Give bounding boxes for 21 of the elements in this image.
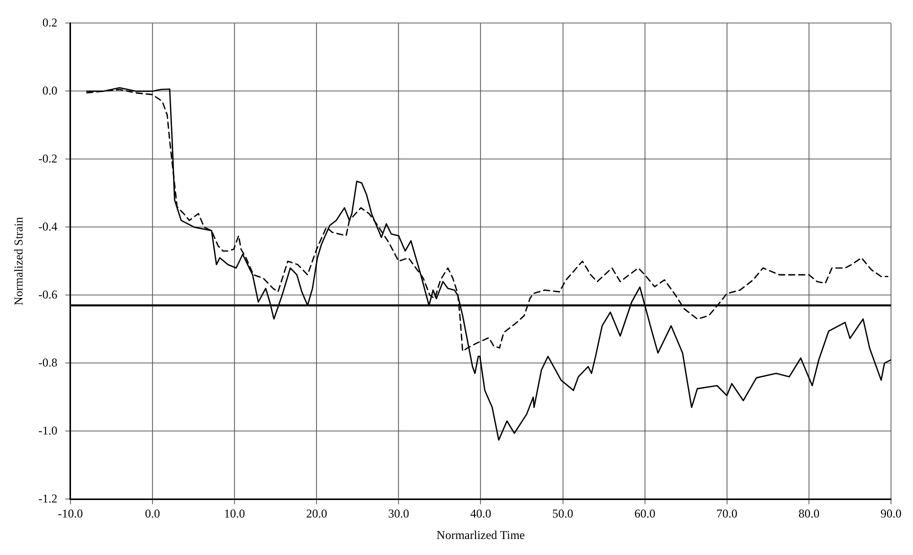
- x-tick-label: 50.0: [552, 506, 574, 521]
- x-tick-label: 90.0: [880, 506, 902, 521]
- y-tick-label: -0.6: [38, 287, 58, 302]
- y-tick-label: -1.2: [38, 491, 58, 506]
- x-tick-label: 30.0: [388, 506, 410, 521]
- x-tick-label: 0.0: [144, 506, 160, 521]
- x-tick-label: -10.0: [58, 506, 83, 521]
- x-tick-label: 60.0: [634, 506, 656, 521]
- x-tick-label: 80.0: [798, 506, 820, 521]
- x-tick-label: 10.0: [224, 506, 246, 521]
- x-axis-title: Normarlized Time: [436, 528, 525, 542]
- y-axis-title: Normalized Strain: [11, 217, 26, 306]
- y-tick-label: -0.4: [38, 219, 58, 234]
- y-tick-label: -1.0: [38, 423, 58, 438]
- x-tick-label: 40.0: [470, 506, 492, 521]
- y-tick-label: 0.2: [42, 15, 58, 30]
- x-tick-label: 70.0: [716, 506, 738, 521]
- y-tick-label: -0.8: [38, 355, 58, 370]
- y-tick-label: -0.2: [38, 151, 58, 166]
- y-tick-label: 0.0: [42, 83, 58, 98]
- x-tick-label: 20.0: [306, 506, 328, 521]
